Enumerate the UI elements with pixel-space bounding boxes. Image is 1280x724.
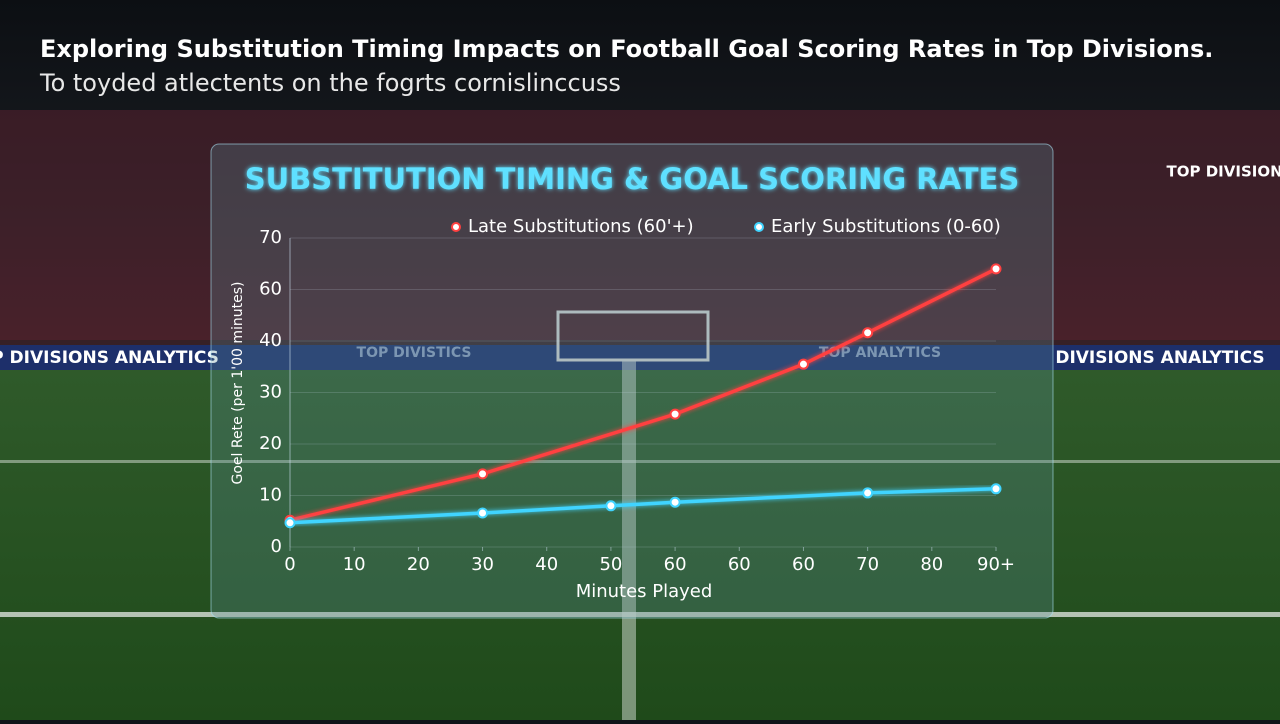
data-point [797, 358, 809, 370]
data-point [669, 496, 681, 508]
x-tick-label: 50 [599, 554, 622, 575]
crowd [0, 110, 1280, 340]
x-tick-label: 90+ [977, 554, 1015, 575]
x-tick-label: 60 [664, 554, 687, 575]
pitch-line [622, 360, 636, 720]
x-tick-label: 70 [856, 554, 879, 575]
plot: 0 10 20 30 40 60 70 0 10 20 30 40 50 60 60 60 70 80 90+ Lat… [259, 216, 1015, 575]
x-tick-label: 60 [728, 554, 751, 575]
series-line [289, 487, 997, 525]
data-point [284, 517, 296, 529]
legend-swatch [451, 222, 461, 232]
y-tick-label: 10 [259, 485, 282, 506]
x-tick-label: 30 [471, 554, 494, 575]
data-point [477, 507, 489, 519]
data-point [605, 500, 617, 512]
banner: TOP DIVISIONS ANALYTICS [0, 348, 219, 368]
series-line [289, 267, 997, 522]
x-tick-label: 20 [407, 554, 430, 575]
y-tick-label: 70 [259, 227, 282, 248]
chart-title: SUBSTITUTION TIMING & GOAL SCORING RATES [245, 162, 1020, 196]
data-point [477, 468, 489, 480]
pitch-line [0, 612, 1280, 617]
x-tick-label: 80 [920, 554, 943, 575]
pitch [0, 370, 1280, 720]
heading: Exploring Substitution Timing Impacts on… [40, 35, 1213, 63]
y-tick-label: 40 [259, 330, 282, 351]
data-point [862, 327, 874, 339]
y-tick-label: 60 [259, 279, 282, 300]
data-point [669, 408, 681, 420]
chart-panel [210, 143, 1054, 619]
legend-label: Late Substitutions (60'+) [468, 216, 694, 237]
banner: DIVISIONS ANALYTICS [1055, 348, 1264, 368]
data-point [990, 263, 1002, 275]
data-point [990, 483, 1002, 495]
x-tick-label: 40 [535, 554, 558, 575]
pitch-line [0, 460, 1280, 463]
y-tick-label: 0 [271, 536, 282, 557]
subheading: To toyded atlectents on the fogrts corni… [39, 69, 621, 97]
y-tick-label: 20 [259, 433, 282, 454]
x-tick-label: 0 [284, 554, 295, 575]
legend-label: Early Substitutions (0-60) [771, 216, 1001, 237]
x-tick-label: 60 [792, 554, 815, 575]
banner: TOP ANALYTICS [819, 345, 941, 361]
banner: TOP DIVISIONS [1167, 163, 1280, 181]
goal [556, 310, 710, 362]
y-axis-label: Goel Rete (per 1'00 minutes) [230, 282, 246, 485]
data-point [862, 487, 874, 499]
y-tick-label: 30 [259, 382, 282, 403]
x-tick-label: 10 [343, 554, 366, 575]
x-axis-label: Minutes Played [576, 581, 713, 602]
banner: TOP DIVISTICS [357, 345, 472, 361]
legend-swatch [754, 222, 764, 232]
